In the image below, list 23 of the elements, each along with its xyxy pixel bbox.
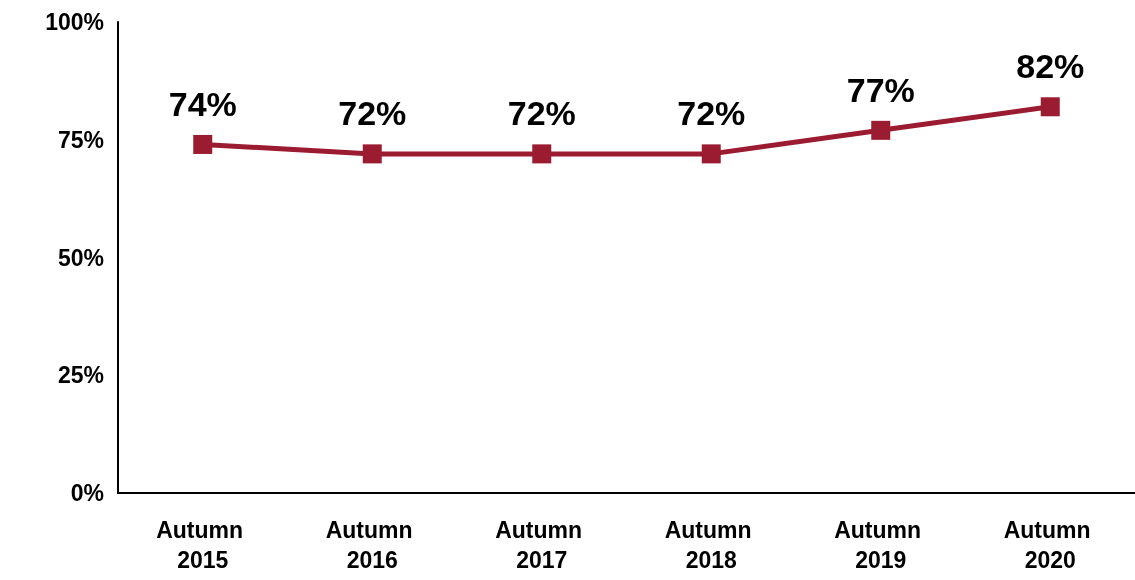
x-tick-label: Autumn 2019 [834, 517, 928, 573]
point [532, 144, 552, 164]
data-label: 77% [846, 70, 915, 109]
x-tick-label: Autumn 2016 [325, 517, 419, 573]
x-tick-label: Autumn 2017 [495, 517, 589, 573]
y-tick-label: 75% [57, 126, 104, 153]
point [871, 120, 891, 140]
data-label: 82% [1016, 47, 1085, 86]
point [701, 144, 721, 164]
x-tick-label: Autumn 2020 [1003, 517, 1097, 573]
point [362, 144, 382, 164]
y-tick-label: 0% [70, 480, 104, 506]
y-tick-label: 50% [57, 244, 104, 271]
y-tick-label: 25% [57, 362, 104, 389]
point [193, 134, 213, 154]
data-label: 72% [338, 94, 407, 133]
x-tick-label: Autumn 2018 [664, 517, 758, 573]
y-tick-label: 100% [45, 9, 104, 35]
data-label: 72% [507, 94, 576, 133]
x-tick-label: Autumn 2015 [156, 517, 250, 573]
data-label: 74% [168, 84, 237, 123]
data-label: 72% [677, 94, 746, 133]
point [1040, 97, 1060, 117]
